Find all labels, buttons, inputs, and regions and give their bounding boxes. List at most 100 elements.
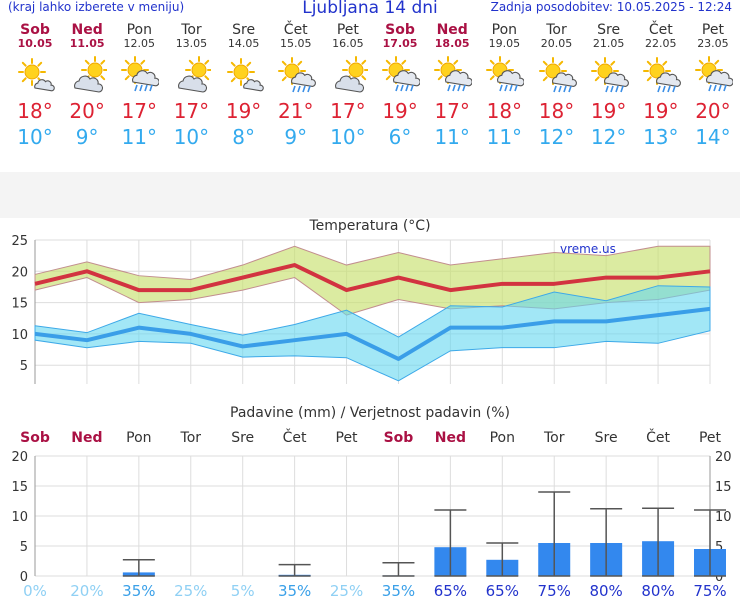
y-tick-label-right: 5 [715,540,723,555]
last-updated: Zadnja posodobitev: 10.05.2025 - 12:24 [490,0,732,14]
sun-cloud-rain-icon [270,56,322,96]
min-temperature-line [34,306,711,361]
precipitation-range-whisker [538,491,571,577]
partly-cloudy-icon [322,56,374,96]
day-column: Sob 17.05 19° 6° [374,22,426,150]
precipitation-probability: 80% [589,582,622,600]
min-temperature: 10° [330,125,366,149]
min-temperature: 9° [284,125,308,149]
sun-cloud-icon [9,56,61,96]
day-column: Čet 22.05 19° 13° [635,22,687,150]
day-label: Sob [20,430,50,446]
day-name: Sre [597,22,621,38]
max-temperature: 18° [538,99,575,123]
day-label: Ned [71,430,102,446]
cloud-rain-icon [426,56,478,96]
day-name: Pon [126,22,152,38]
max-temperature: 17° [173,99,210,123]
cloud-rain-icon [478,56,530,96]
day-label: Pon [490,430,515,446]
menu-hint[interactable]: (kraj lahko izberete v meniju) [8,0,185,14]
sun-cloud-icon [218,56,270,96]
precipitation-probability: 25% [174,582,207,600]
cloud-rain-icon [113,56,165,96]
min-temperature: 10° [173,125,210,149]
y-tick-label: 25 [11,234,28,249]
daily-forecast-strip: Sob 10.05 18° 10° Ned 11.05 20° 9° Pon 12.05 17° 11… [0,22,740,172]
y-tick-label: 20 [11,265,28,280]
max-temperature: 19° [643,99,679,123]
temperature-chart: 5 10 15 20 25 vreme.us [11,234,711,384]
day-column: Sre 21.05 19° 12° [583,22,635,150]
day-name: Pet [701,22,724,38]
day-label: Pet [336,430,359,446]
precipitation-probability: 75% [693,582,726,600]
day-date: 20.05 [540,37,573,50]
min-temperature: 11° [434,125,470,149]
watermark-label: vreme.us [560,242,616,256]
day-label: Pon [126,430,151,446]
min-temperature: 14° [695,125,731,149]
day-label: Sre [231,430,254,446]
min-temperature: 12° [538,125,575,149]
precipitation-range-whisker [122,559,155,577]
max-temperature: 20° [695,99,731,123]
min-temperature: 13° [643,125,679,149]
day-name: Pon [491,22,518,38]
precipitation-probability: 35% [278,582,311,600]
day-name: Tor [546,22,567,38]
partly-cloudy-icon [61,56,113,96]
precipitation-chart-title: Padavine (mm) / Verjetnost padavin (%) [230,405,510,421]
precipitation-probability: 25% [330,582,363,600]
sun-cloud-rain-icon [635,56,687,96]
day-column: Sre 14.05 19° 8° [218,22,270,150]
min-temperature: 8° [232,125,255,149]
y-tick-label-right: 0 [715,570,723,585]
min-temperature: 6° [388,125,412,149]
max-temperature: 18° [486,99,523,123]
precipitation-probability: 0% [23,582,47,600]
day-date: 14.05 [227,37,260,50]
day-date: 12.05 [123,37,156,50]
max-temperature: 18° [17,99,53,123]
min-temperature: 11° [121,125,158,149]
precipitation-probability: 65% [486,582,519,600]
precipitation-range-whisker [486,542,519,577]
y-tick-label-right: 15 [715,480,732,495]
min-temperature: 12° [590,125,627,149]
day-name: Tor [181,22,202,38]
min-temperature: 9° [75,125,99,149]
max-temperature: 19° [225,99,262,123]
day-column: Tor 20.05 18° 12° [531,22,583,150]
y-tick-label-left: 0 [20,570,28,585]
min-temperature-range-band [34,285,711,382]
day-name: Čet [283,22,308,38]
max-temperature: 21° [278,99,314,123]
precipitation-range-whisker [382,562,415,577]
day-name: Sob [385,22,415,38]
y-tick-label-left: 20 [11,450,28,465]
day-date: 13.05 [175,37,208,50]
day-name: Sre [232,22,256,38]
precipitation-probability: 75% [538,582,571,600]
day-label: Tor [180,430,202,446]
precipitation-range-whisker [434,509,467,577]
precipitation-probability: 35% [122,582,155,600]
day-column: Čet 15.05 21° 9° [270,22,322,150]
precipitation-range-whisker [642,507,675,577]
day-date: 17.05 [382,37,418,50]
day-date: 11.05 [69,37,105,50]
y-tick-label: 10 [11,328,28,343]
precipitation-range-whisker [278,563,311,577]
day-column: Pet 16.05 17° 10° [322,22,374,150]
day-name: Čet [648,22,673,38]
min-temperature: 11° [486,125,523,149]
day-column: Pon 12.05 17° 11° [113,22,165,150]
day-column: Ned 18.05 17° 11° [426,22,478,150]
day-label: Tor [543,430,565,446]
max-temperature: 19° [590,99,627,123]
day-name: Ned [436,22,468,38]
y-tick-label: 15 [11,297,28,312]
day-name: Sob [20,22,50,38]
day-label: Čet [283,428,307,446]
